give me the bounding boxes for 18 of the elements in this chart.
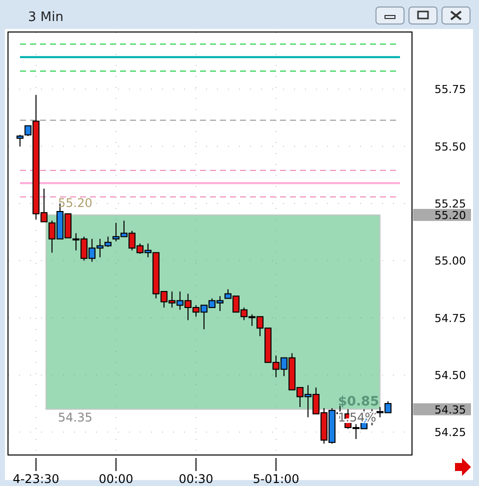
annotation: 55.20 (58, 196, 92, 210)
y-tick-label: 55.75 (434, 83, 466, 96)
x-tick-label: 00:00 (98, 472, 134, 486)
x-tick-label: 00:30 (178, 472, 214, 486)
candlestick (16, 134, 24, 147)
annotation: 54.35 (58, 410, 92, 424)
chart-title: 3 Min (28, 10, 64, 25)
y-tick-label: 54.50 (434, 368, 466, 382)
y-tick-label: 55.20 (434, 208, 466, 222)
y-tick-label: 54.35 (434, 403, 466, 416)
y-tick-label: 54.75 (434, 312, 466, 325)
annotation: $0.85 (338, 394, 380, 410)
y-tick-label: 55.00 (434, 254, 466, 268)
y-tick-label: 54.25 (434, 426, 466, 440)
y-tick-label: 55.50 (434, 140, 466, 154)
y-tick-label: 55.25 (434, 197, 466, 210)
x-tick-label: 4-23:30 (12, 472, 60, 486)
x-tick-label: 5-01:00 (252, 472, 300, 486)
